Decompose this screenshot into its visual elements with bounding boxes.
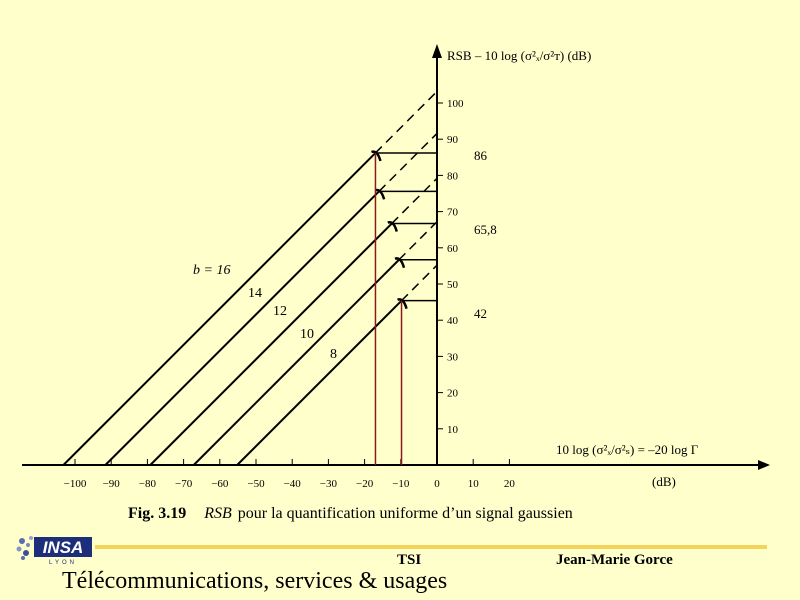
y-tick-label: 100 [447,98,464,110]
x-tick-label: −100 [64,478,87,490]
annotation-value: 86 [474,148,488,163]
x-tick-label: −50 [247,478,265,490]
caption-rsb: RSB [204,505,232,522]
annotation-value: 65,8 [474,222,497,237]
y-tick-label: 30 [447,351,459,363]
footer-title: Télécommunications, services & usages [62,568,448,594]
series-label: 14 [248,286,262,301]
series-asymptote [398,221,438,261]
series-label: 10 [300,327,314,342]
chart-labels: RSB – 10 log (σ²ₓ/σ²ᴛ) (dB) 10 log (σ²ₓ/σ… [193,48,699,489]
annotation-value: 42 [474,306,487,321]
caption-text: pour la quantification uniforme d’un sig… [237,505,573,522]
y-tick-label: 60 [447,243,459,255]
y-tick-label: 20 [447,388,459,400]
y-axis-arrow [432,44,442,58]
x-tick-label: −80 [139,478,157,490]
x-tick-label: 20 [504,478,516,490]
chart-curves [62,90,438,466]
series-label: 8 [330,347,337,362]
y-tick-label: 90 [447,134,459,146]
series-line [193,259,400,466]
figure-number: Fig. 3.19 [128,505,187,522]
y-tick-label: 80 [447,170,459,182]
x-tick-label: 0 [434,478,440,490]
rsb-chart: −100 −90 −80 −70 −60 −50 −40 −30 −20 −10 0 10 201020… [22,44,770,490]
series-asymptote [378,132,438,192]
x-tick-label: −30 [320,478,338,490]
x-tick-label: −70 [175,478,193,490]
series-line [149,222,393,466]
x-tick-label: −60 [211,478,229,490]
x-axis-label: 10 log (σ²ₓ/σ²ₛ) = –20 log Γ [556,442,699,457]
series-label: b = 16 [193,263,230,278]
logo-text: INSA [43,538,84,557]
series-asymptote [374,90,438,154]
x-axis-arrow [758,460,770,470]
figure-caption: Fig. 3.19 RSB pour la quantification unifo… [128,505,573,523]
x-tick-label: −90 [103,478,121,490]
y-tick-label: 40 [447,315,459,327]
series-line [104,190,380,466]
footer-author: Jean-Marie Gorce [556,552,673,568]
y-tick-label: 70 [447,207,459,219]
x-tick-label: −40 [284,478,302,490]
series-line [236,299,403,466]
y-tick-label: 10 [447,424,459,436]
series-label: 12 [273,304,287,319]
y-axis-label: RSB – 10 log (σ²ₓ/σ²ᴛ) (dB) [447,48,591,63]
series-line [62,152,377,466]
x-tick-label: 10 [468,478,480,490]
x-axis-unit: (dB) [652,474,676,489]
footer-divider [95,545,767,549]
y-tick-label: 50 [447,279,459,291]
x-tick-label: −20 [356,478,374,490]
series-asymptote [400,264,438,302]
chart-axes: −100 −90 −80 −70 −60 −50 −40 −30 −20 −10 0 10 201020… [22,44,770,490]
footer-course: TSI [397,552,422,568]
series-asymptote [391,177,438,225]
x-tick-label: −10 [392,478,410,490]
insa-logo: INSA LYON [16,536,92,566]
logo-subtext: LYON [49,560,77,566]
